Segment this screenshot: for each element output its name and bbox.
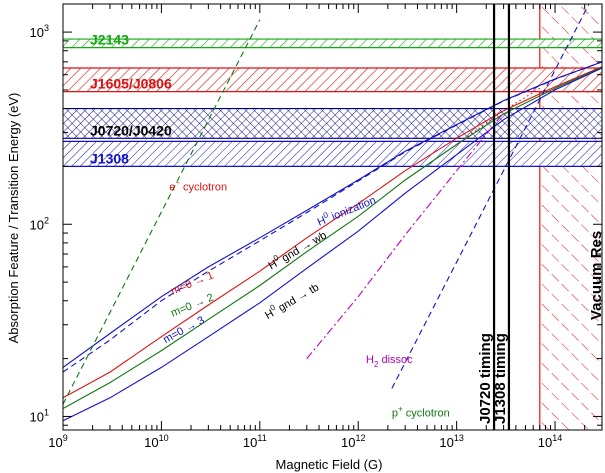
vacuum-res-label: Vacuum Res — [588, 231, 605, 320]
curve-label-rest: gnd → wb — [277, 229, 329, 266]
curves-layer — [63, 4, 602, 422]
y-tick-label: 102 — [30, 215, 49, 232]
curve-label-base: e — [169, 181, 175, 193]
series-e-cyclotron — [63, 19, 261, 405]
series-h-2-dissoc — [306, 112, 505, 359]
series-vacuum-dotted — [456, 87, 541, 145]
series-m-0-2 — [63, 66, 602, 409]
vlines-layer — [492, 4, 511, 430]
band-j1605-j0806 — [63, 68, 602, 92]
curve-label-base: m=0 → 3 — [161, 314, 206, 346]
y-tick-exponent: 1 — [44, 407, 49, 417]
y-tick-label: 103 — [30, 23, 49, 40]
series-m-0-1 — [63, 66, 602, 399]
curve-label-rest: cyclotron — [403, 407, 450, 419]
x-tick-label: 1011 — [243, 433, 267, 450]
band-j1308 — [63, 141, 602, 167]
x-tick-label: 1010 — [144, 433, 168, 450]
series-m-0-3 — [63, 67, 602, 422]
y-axis-label: Absorption Feature / Transition Energy (… — [6, 93, 21, 344]
curve-label-superscript: 0 — [272, 253, 281, 263]
curve-label-e-cyclotron: e− cyclotron — [169, 178, 227, 193]
curve-label-rest: cyclotron — [180, 181, 227, 193]
band-label-j0720-j0420: J0720/J0420 — [90, 122, 172, 138]
y-tick-exponent: 2 — [44, 215, 49, 225]
x-tick-label: 1012 — [341, 433, 365, 450]
curve-label-superscript: 0 — [268, 302, 277, 312]
x-tick-exponent: 11 — [257, 433, 266, 443]
y-tick-exponent: 3 — [44, 23, 49, 33]
x-tick-exponent: 10 — [159, 433, 169, 443]
y-tick-label: 101 — [30, 407, 49, 424]
curve-label-subscript: 2 — [374, 360, 379, 369]
x-tick-label: 1013 — [439, 433, 463, 450]
vline-label-j0720-timing: J0720 timing — [477, 333, 494, 424]
x-tick-label: 1014 — [538, 433, 562, 450]
curve-label-h-0-gnd-wb: H0 gnd → wb — [265, 227, 329, 272]
curve-label-superscript: − — [175, 178, 180, 187]
curve-label-h-2-dissoc: H2 dissoc — [366, 354, 413, 369]
curve-label-h-0-gnd-tb: H0 gnd → tb — [262, 279, 322, 322]
band-label-j2143: J2143 — [90, 32, 129, 48]
curve-label-p-cyclotron: p+ cyclotron — [392, 404, 450, 419]
series-p-cyclotron — [391, 4, 590, 389]
band-label-j1308: J1308 — [90, 150, 129, 166]
curve-label-superscript: + — [398, 404, 403, 413]
curve-label-rest: dissoc — [378, 354, 413, 366]
curve-label-base: H — [316, 215, 328, 229]
series-h-0-ionization — [63, 61, 602, 368]
x-axis-label: Magnetic Field (G) — [276, 457, 383, 472]
curve-label-base: p — [392, 407, 398, 419]
curve-label-superscript: 0 — [322, 210, 330, 220]
vline-label-j1308-timing: J1308 timing — [492, 333, 509, 424]
curve-label-m-0-3: m=0 → 3 — [161, 314, 206, 346]
bands-layer — [63, 4, 602, 430]
x-tick-exponent: 14 — [552, 433, 562, 443]
plot-frame — [62, 3, 603, 431]
band-j2143 — [63, 39, 602, 48]
series-h-0-gnd-wb — [63, 61, 602, 373]
band-label-j1605-j0806: J1605/J0806 — [90, 76, 172, 92]
curve-label-base: H — [366, 354, 374, 366]
x-tick-exponent: 13 — [454, 433, 464, 443]
x-tick-exponent: 9 — [63, 433, 68, 443]
x-tick-exponent: 12 — [355, 433, 365, 443]
band-j0720-j0420 — [63, 108, 602, 139]
x-tick-label: 109 — [48, 433, 67, 450]
